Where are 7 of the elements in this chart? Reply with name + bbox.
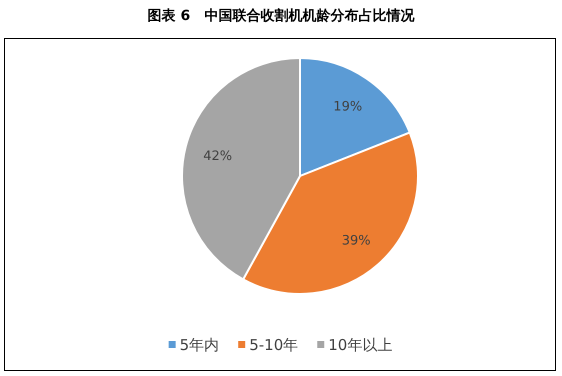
legend-label: 5-10年 [249, 336, 298, 354]
chart-title: 图表 6 中国联合收割机机龄分布占比情况 [148, 7, 416, 24]
data-label: 39% [342, 234, 371, 249]
data-label: 42% [203, 148, 232, 164]
legend-label: 5年内 [180, 336, 220, 354]
data-label: 19% [333, 100, 362, 115]
legend-label: 10年以上 [328, 336, 392, 354]
